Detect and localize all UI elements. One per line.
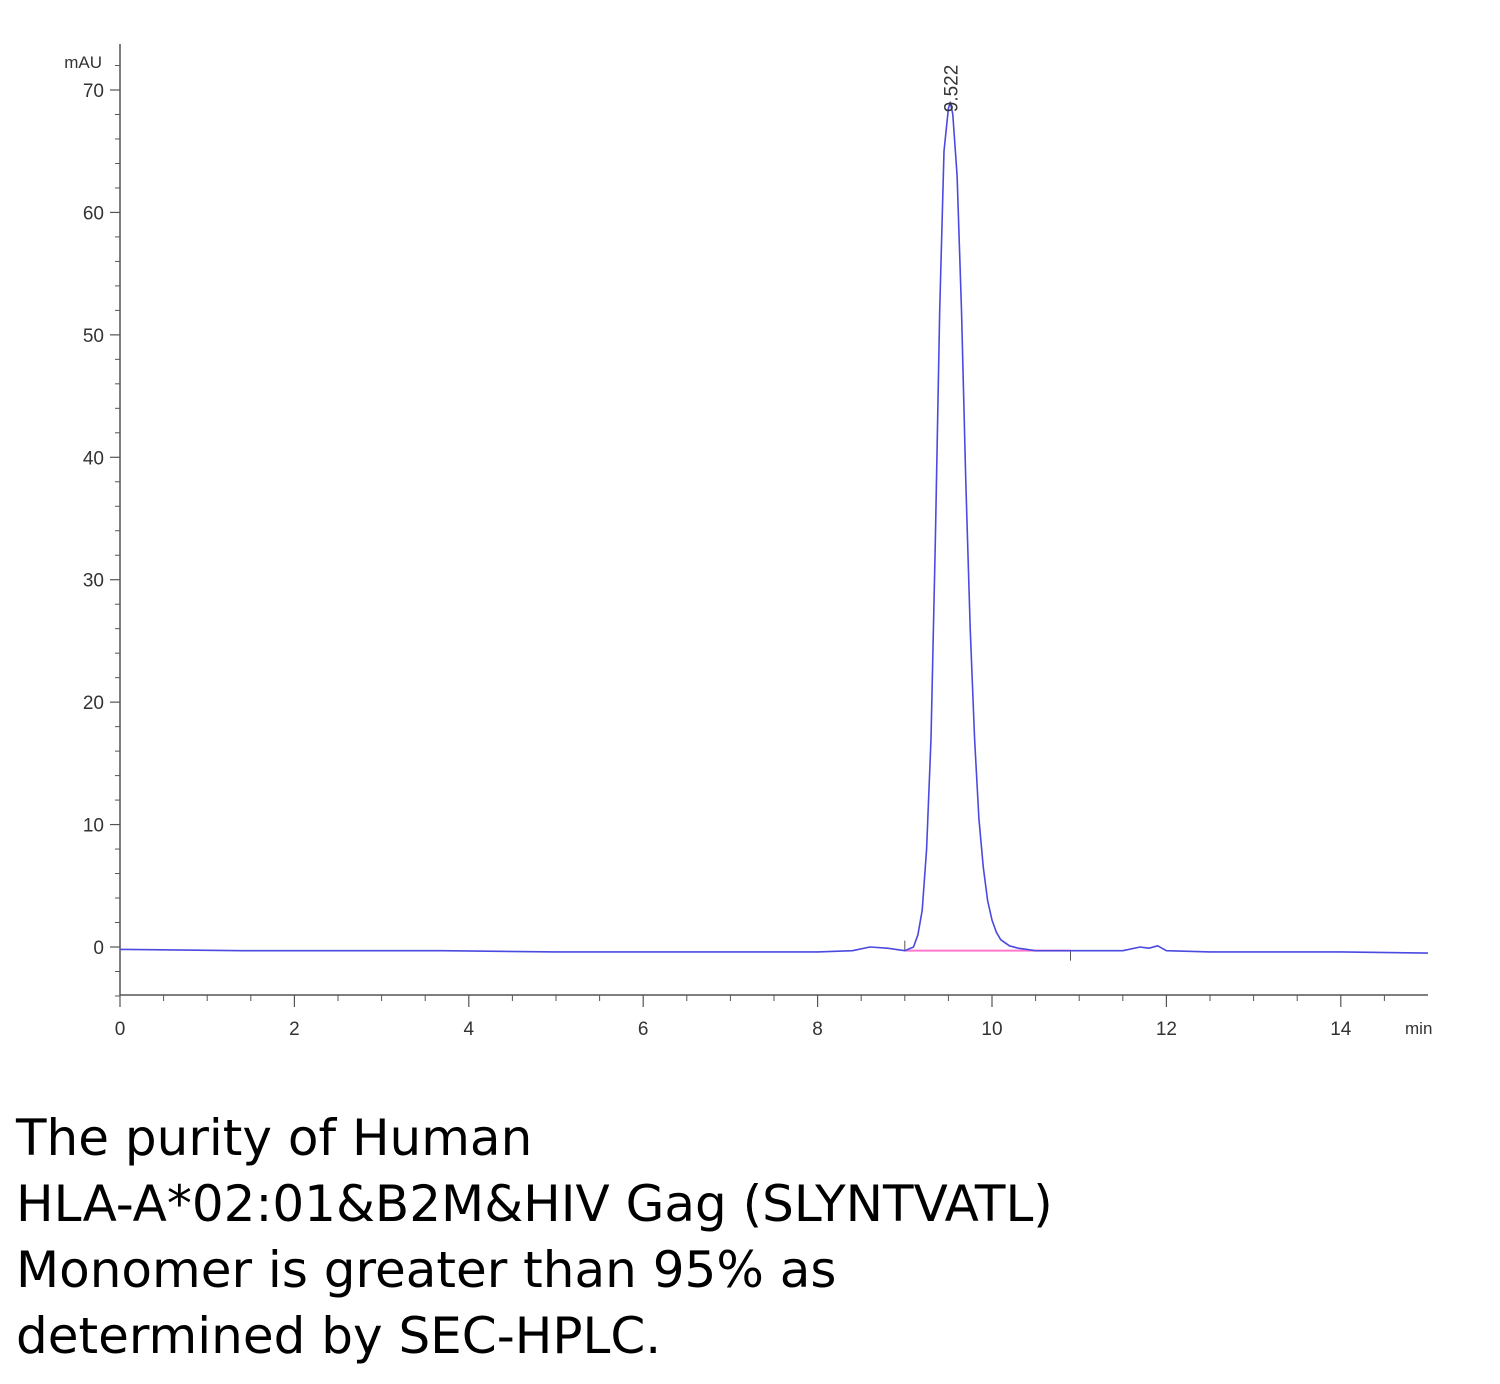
- caption-line: The purity of Human: [16, 1109, 533, 1167]
- chromatogram-trace: [119, 101, 1429, 954]
- x-tick-label: 4: [464, 1019, 475, 1040]
- y-tick-label: 20: [83, 693, 104, 714]
- caption-line: Monomer is greater than 95% as: [16, 1241, 837, 1299]
- y-tick-label: 30: [83, 571, 104, 592]
- y-axis: 0 10 20 30 40 50 60 70: [83, 44, 121, 997]
- x-tick-label: 2: [289, 1019, 300, 1040]
- y-tick-label: 70: [83, 81, 104, 102]
- plot-area: [119, 101, 1429, 961]
- peak-label: 9.522: [941, 65, 962, 113]
- y-tick-label: 60: [83, 203, 104, 224]
- x-tick-label: 0: [115, 1019, 126, 1040]
- y-tick-label: 0: [93, 938, 104, 959]
- caption-line: HLA-A*02:01&B2M&HIV Gag (SLYNTVATL): [16, 1175, 1053, 1233]
- y-tick-label: 40: [83, 448, 104, 469]
- chromatogram-chart: 0 10 20 30 40 50 60 70 0 2 4 6 8 10 12 14 mAU min 9.52…: [64, 44, 1432, 1040]
- x-axis-unit-label: min: [1405, 1019, 1432, 1038]
- caption-line: determined by SEC-HPLC.: [16, 1307, 662, 1365]
- x-tick-label: 14: [1330, 1019, 1352, 1040]
- y-tick-label: 50: [83, 326, 104, 347]
- x-axis: 0 2 4 6 8 10 12 14: [115, 994, 1428, 1040]
- x-tick-label: 8: [812, 1019, 823, 1040]
- x-tick-label: 12: [1156, 1019, 1177, 1040]
- caption: The purity of Human HLA-A*02:01&B2M&HIV …: [16, 1105, 1486, 1369]
- x-tick-label: 10: [981, 1019, 1002, 1040]
- y-axis-unit-label: mAU: [64, 53, 102, 72]
- x-tick-label: 6: [638, 1019, 649, 1040]
- y-tick-label: 10: [83, 816, 104, 837]
